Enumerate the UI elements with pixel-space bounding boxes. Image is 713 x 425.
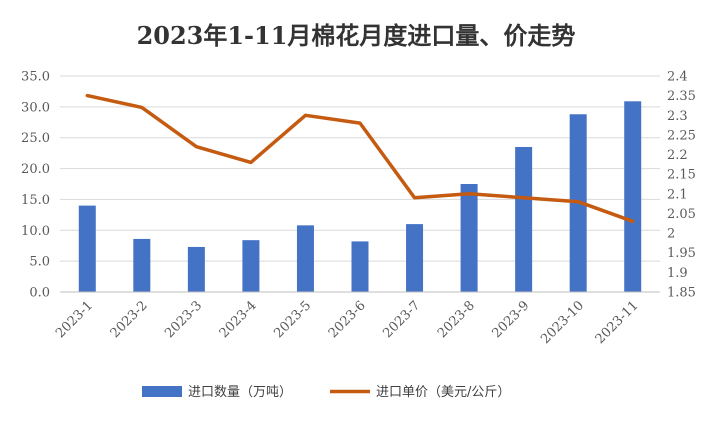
x-tick-label: 2023-10 — [538, 298, 587, 347]
x-tick-label: 2023-4 — [217, 298, 260, 341]
x-tick-label: 2023-2 — [108, 298, 151, 341]
y-right-tick-label: 2 — [667, 227, 675, 242]
x-tick-label: 2023-9 — [490, 298, 533, 341]
y-right-tick-label: 1.85 — [667, 286, 696, 301]
gridlines — [60, 75, 660, 293]
legend-bar-swatch — [142, 386, 182, 397]
left-axis: 0.0 5.0 10.0 15.0 20.0 25.0 30.0 35.0 — [21, 70, 50, 301]
bar — [242, 240, 260, 292]
y-right-tick-label: 2.4 — [667, 70, 688, 85]
price-line — [85, 93, 635, 224]
x-tick-label: 2023-6 — [326, 298, 369, 341]
y-right-tick-label: 1.95 — [667, 246, 696, 261]
bar — [460, 184, 478, 292]
x-tick-label: 2023-5 — [271, 298, 314, 341]
legend-bar-label: 进口数量（万吨） — [188, 385, 292, 400]
bar — [351, 241, 369, 292]
y-right-tick-label: 2.35 — [667, 89, 696, 104]
y-right-tick-label: 2.05 — [667, 207, 696, 222]
legend-line-label: 进口单价（美元/公斤） — [376, 385, 510, 400]
right-axis: 1.85 1.9 1.95 2 2.05 2.1 2.15 2.2 2.25 2.3 2.35 2.4 — [667, 70, 696, 301]
y-right-tick-label: 2.2 — [667, 148, 688, 163]
x-tick-label: 2023-3 — [162, 298, 205, 341]
y-left-tick-label: 15.0 — [21, 193, 50, 208]
x-tick-label: 2023-1 — [53, 298, 96, 341]
y-right-tick-label: 2.3 — [667, 109, 688, 124]
y-right-tick-label: 2.1 — [667, 187, 688, 202]
y-right-tick-label: 1.9 — [667, 266, 688, 281]
y-right-tick-label: 2.15 — [667, 168, 696, 183]
bar — [296, 225, 314, 292]
y-left-tick-label: 20.0 — [21, 162, 50, 177]
y-left-tick-label: 35.0 — [21, 70, 50, 85]
bar — [187, 246, 205, 292]
x-tick-label: 2023-11 — [593, 298, 642, 347]
bar — [624, 101, 642, 292]
bar — [78, 205, 96, 292]
bar — [406, 224, 424, 292]
x-axis: 2023-1 2023-2 2023-3 2023-4 2023-5 2023-6 2023… — [53, 291, 660, 347]
y-left-tick-label: 0.0 — [29, 286, 50, 301]
bar — [515, 146, 533, 292]
bar-series — [78, 101, 642, 293]
y-left-tick-label: 25.0 — [21, 131, 50, 146]
legend: 进口数量（万吨） 进口单价（美元/公斤） — [142, 385, 510, 400]
y-left-tick-label: 30.0 — [21, 100, 50, 115]
x-tick-label: 2023-8 — [435, 298, 478, 341]
line-series — [85, 93, 635, 224]
bar — [133, 238, 151, 292]
y-left-tick-label: 5.0 — [29, 255, 50, 270]
y-left-tick-label: 10.0 — [21, 224, 50, 239]
y-right-tick-label: 2.25 — [667, 128, 696, 143]
chart-title: 2023年1-11月棉花月度进口量、价走势 — [137, 21, 576, 50]
x-tick-label: 2023-7 — [380, 298, 423, 341]
